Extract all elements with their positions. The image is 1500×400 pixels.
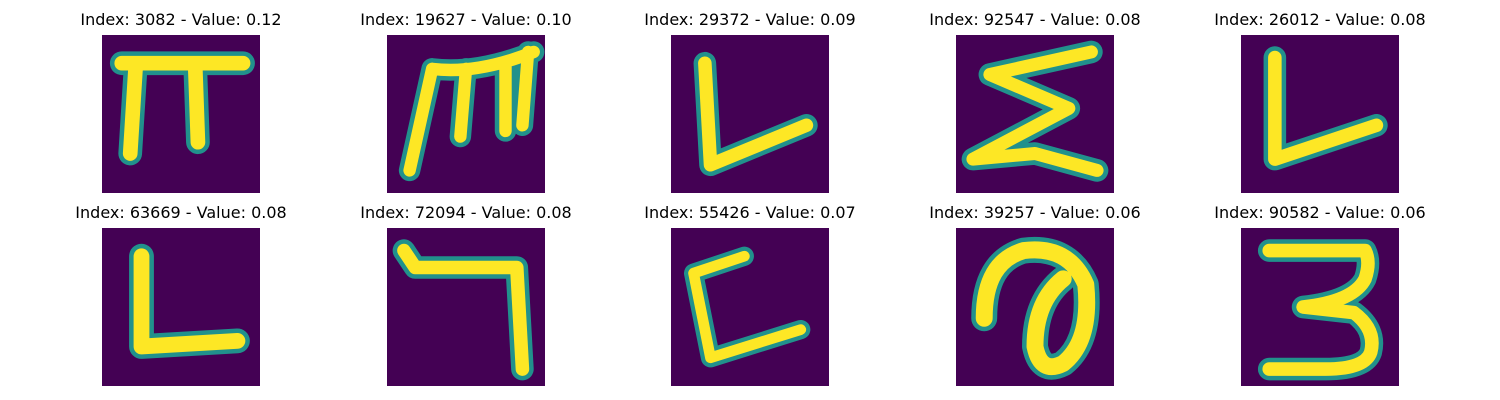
l-glyph-icon <box>693 51 818 177</box>
sigma-glyph-icon <box>961 40 1109 182</box>
reversed-l-glyph-icon <box>392 239 534 381</box>
pi-glyph-icon <box>109 51 255 166</box>
l-glyph-icon <box>129 243 250 359</box>
panel-title: Index: 92547 - Value: 0.08 <box>929 10 1141 29</box>
panel-6: Index: 63669 - Value: 0.08 <box>75 203 287 386</box>
panel-title: Index: 19627 - Value: 0.10 <box>360 10 572 29</box>
three-glyph-icon <box>1257 239 1384 381</box>
glyph-image <box>387 228 545 386</box>
a-glyph-icon <box>971 236 1100 380</box>
glyph-image <box>1241 228 1399 386</box>
glyph-image <box>956 228 1114 386</box>
glyph-image <box>102 35 260 193</box>
l-glyph-icon <box>1263 46 1388 171</box>
panel-title: Index: 3082 - Value: 0.12 <box>80 10 282 29</box>
panel-4: Index: 92547 - Value: 0.08 <box>929 10 1141 193</box>
glyph-image <box>671 228 829 386</box>
panel-7: Index: 72094 - Value: 0.08 <box>360 203 572 386</box>
glyph-image <box>102 228 260 386</box>
panel-title: Index: 72094 - Value: 0.08 <box>360 203 572 222</box>
panel-8: Index: 55426 - Value: 0.07 <box>644 203 856 386</box>
glyph-image <box>387 35 545 193</box>
panel-3: Index: 29372 - Value: 0.09 <box>644 10 856 193</box>
panel-title: Index: 26012 - Value: 0.08 <box>1214 10 1426 29</box>
panel-9: Index: 39257 - Value: 0.06 <box>929 203 1141 386</box>
panel-1: Index: 3082 - Value: 0.12 <box>80 10 282 193</box>
panel-title: Index: 29372 - Value: 0.09 <box>644 10 856 29</box>
panel-title: Index: 39257 - Value: 0.06 <box>929 203 1141 222</box>
glyph-image <box>671 35 829 193</box>
panel-10: Index: 90582 - Value: 0.06 <box>1214 203 1426 386</box>
c-glyph-icon <box>683 246 811 368</box>
panel-title: Index: 90582 - Value: 0.06 <box>1214 203 1426 222</box>
panel-5: Index: 26012 - Value: 0.08 <box>1214 10 1426 193</box>
glyph-image <box>1241 35 1399 193</box>
panel-title: Index: 55426 - Value: 0.07 <box>644 203 856 222</box>
glyph-image <box>956 35 1114 193</box>
m-glyph-icon <box>398 41 545 182</box>
panel-2: Index: 19627 - Value: 0.10 <box>360 10 572 193</box>
panel-title: Index: 63669 - Value: 0.08 <box>75 203 287 222</box>
